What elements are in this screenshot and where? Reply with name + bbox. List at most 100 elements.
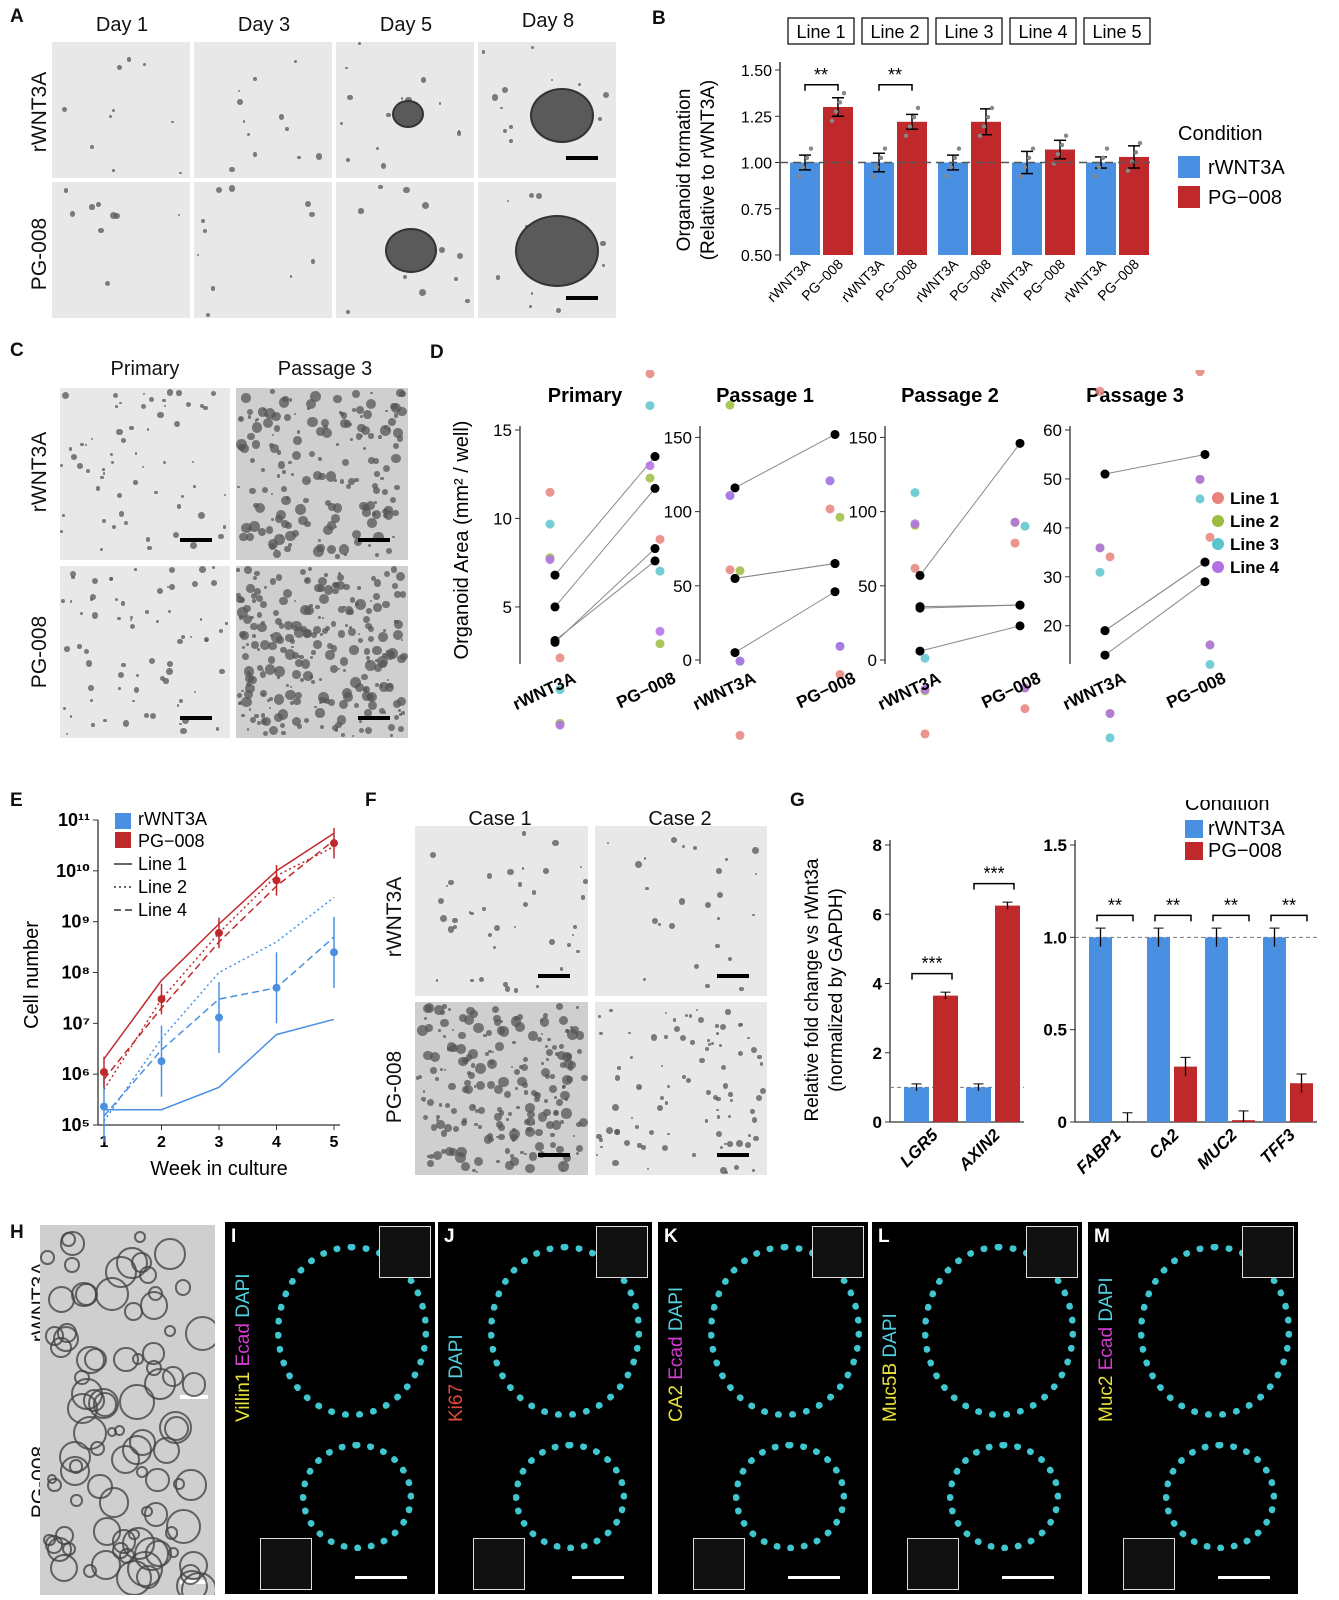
replicate-dot [1059, 142, 1065, 148]
organoid-blob [439, 915, 447, 923]
organoid-blob [322, 627, 329, 634]
organoid-blob [318, 678, 322, 682]
organoid-blob [415, 1076, 420, 1080]
organoid-blob [379, 684, 384, 688]
organoid-blob [142, 392, 146, 396]
organoid-blob [602, 264, 606, 268]
organoid-blob [321, 617, 324, 620]
organoid-blob [279, 722, 285, 728]
replicate-dot [1095, 386, 1105, 396]
organoid-blob [454, 277, 459, 282]
organoid-blob [707, 1039, 711, 1043]
organoid-blob [498, 1124, 505, 1131]
organoid-blob [491, 1005, 499, 1014]
organoid-blob [550, 79, 554, 82]
organoid-blob [656, 1105, 663, 1112]
organoid-blob [281, 486, 287, 492]
organoid-blob [288, 460, 292, 464]
organoid-blob [358, 719, 362, 723]
organoid-blob [354, 682, 365, 692]
organoid-blob [129, 1429, 156, 1457]
organoid-blob [166, 1509, 202, 1544]
organoid-blob [55, 1526, 74, 1546]
organoid-blob [458, 1031, 466, 1039]
y-tick-label: 20 [1043, 617, 1062, 636]
organoid-blob [273, 534, 285, 546]
organoid-blob [240, 631, 250, 641]
organoid-blob [692, 1153, 696, 1157]
sig-label: ** [1282, 895, 1296, 915]
organoid-blob [241, 522, 252, 533]
organoid-blob [398, 712, 402, 716]
organoid-blob [280, 519, 289, 529]
organoid-blob [440, 1018, 449, 1028]
connect-line [1104, 581, 1206, 656]
organoid-blob [245, 532, 254, 541]
panel-label: K [664, 1226, 678, 1247]
organoid-blob [487, 932, 493, 938]
organoid-blob [492, 1051, 495, 1054]
organoid-blob [320, 418, 329, 427]
replicate-dot [829, 118, 835, 124]
y-axis-title: Relative fold change vs rWnt3a (normalize… [802, 858, 847, 1121]
mean-dot [550, 602, 560, 612]
organoid-blob [289, 700, 295, 706]
organoid-blob [349, 645, 359, 655]
micrograph [52, 42, 190, 178]
legend-swatch [1185, 820, 1203, 838]
organoid-blob [658, 923, 661, 926]
scale-bar [717, 1153, 749, 1157]
organoid-blob [171, 120, 174, 124]
organoid-blob [370, 575, 377, 582]
y-tick-label: 10⁷ [63, 1013, 90, 1033]
organoid-blob [500, 106, 503, 110]
organoid-blob [358, 728, 364, 734]
organoid-blob [199, 566, 207, 574]
organoid-blob [400, 591, 407, 598]
organoid-blob [169, 584, 175, 590]
legend-label: Line 2 [1230, 512, 1279, 531]
subplot-title: Passage 2 [901, 385, 999, 407]
organoid-blob [182, 1372, 207, 1397]
scale-bar [538, 974, 570, 978]
organoid-blob [599, 1031, 604, 1036]
scale-bar [1218, 1576, 1270, 1579]
panel-a-row-pg008: PG-008 [28, 217, 51, 291]
organoid-blob [649, 1130, 655, 1136]
legend-label: rWNT3A [138, 809, 207, 829]
organoid-blob [313, 625, 322, 634]
organoid-blob [112, 169, 115, 173]
organoid-blob [394, 619, 397, 623]
organoid-blob [154, 491, 158, 495]
panel-label: I [231, 1226, 237, 1247]
y-tick-label: 10⁵ [62, 1115, 90, 1135]
organoid-blob [215, 727, 220, 731]
x-axis-title: Week in culture [150, 1158, 287, 1180]
scale-bar [180, 538, 212, 542]
organoid-blob [335, 722, 342, 729]
organoid-blob [204, 639, 208, 642]
organoid-blob [337, 574, 344, 582]
organoid-blob [368, 457, 375, 464]
stain-label-part: DAPI [446, 1334, 467, 1384]
organoid-blob [551, 1120, 562, 1130]
mean-dot [1015, 438, 1025, 448]
connect-line [1104, 561, 1206, 632]
organoid-blob [311, 650, 316, 655]
organoid-blob [205, 312, 211, 317]
gene-label: TFF3 [1257, 1125, 1300, 1168]
organoid-blob [289, 274, 293, 278]
organoid-blob [337, 571, 342, 576]
panel-h-micrograph [40, 1225, 215, 1595]
organoid-blob [563, 1059, 574, 1069]
mean-dot [730, 573, 740, 583]
organoid-blob [337, 630, 346, 638]
organoid-blob [733, 1164, 739, 1170]
organoid-blob [517, 1014, 524, 1021]
y-tick-label: 1.00 [741, 156, 772, 173]
panel-e-label: E [10, 790, 23, 811]
organoid-blob [242, 120, 245, 123]
organoid-blob [672, 1018, 677, 1022]
organoid-blob [716, 1032, 720, 1035]
organoid-blob [681, 1074, 686, 1079]
